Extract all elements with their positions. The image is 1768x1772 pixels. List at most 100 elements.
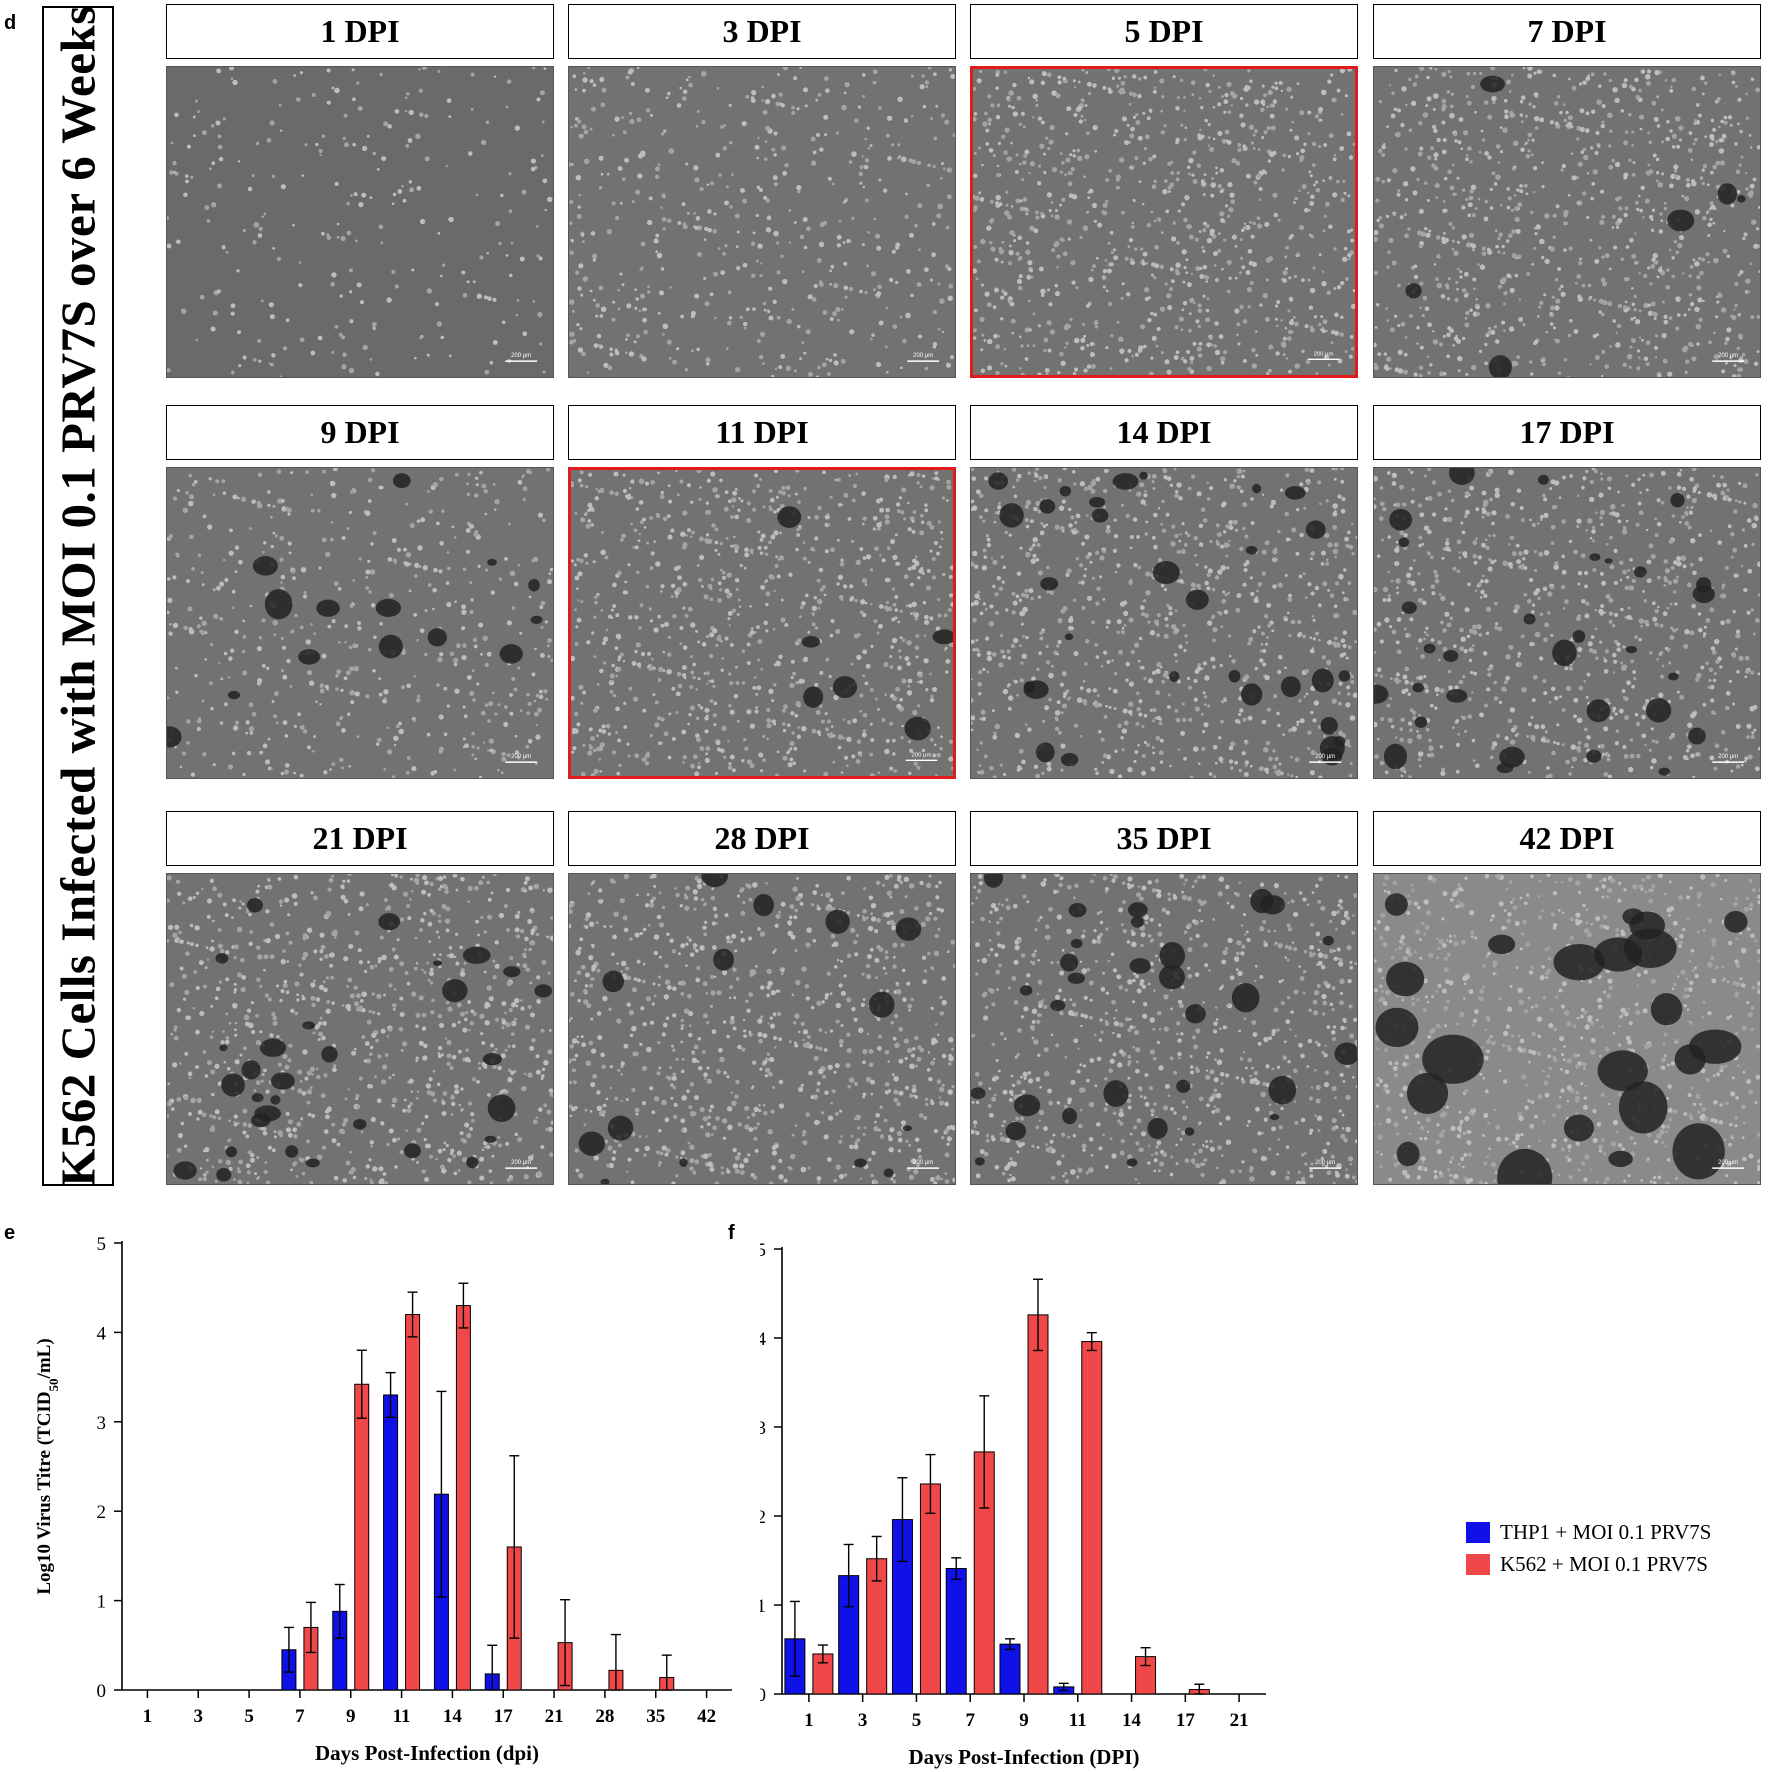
x-tick-label: 14	[443, 1706, 463, 1727]
y-tick-label: 0	[760, 1685, 766, 1706]
x-tick-label: 17	[494, 1706, 514, 1727]
vertical-title: K562 Cells Infected with MOI 0.1 PRV7S o…	[50, 5, 106, 1187]
micrograph-tile: 9 DPI 200 µm	[166, 405, 554, 779]
micrograph-tile: 14 DPI 200 µm	[970, 405, 1358, 779]
micrograph-label: 3 DPI	[568, 4, 956, 59]
scale-bar-text: 200 µm	[913, 353, 933, 359]
micrograph-label: 28 DPI	[568, 811, 956, 866]
x-axis-label: Days Post-Infection (DPI)	[909, 1745, 1140, 1769]
y-tick-label: 2	[760, 1507, 766, 1528]
micrograph-tile: 21 DPI 200 µm	[166, 811, 554, 1185]
scale-bar-text: 200 µm	[511, 1160, 531, 1166]
micrograph-label: 1 DPI	[166, 4, 554, 59]
x-tick-label: 35	[646, 1706, 665, 1727]
x-tick-label: 28	[595, 1706, 614, 1727]
y-tick-label: 4	[760, 1329, 767, 1350]
x-tick-label: 7	[965, 1710, 975, 1731]
scale-bar-text: 200 µm	[511, 353, 531, 359]
panel-e-label: e	[4, 1222, 16, 1244]
bar-k562	[1027, 1314, 1049, 1695]
legend-swatch-k562	[1466, 1553, 1490, 1575]
x-tick-label: 42	[697, 1706, 716, 1727]
micrograph-label: 5 DPI	[970, 4, 1358, 59]
micrograph-tile: 35 DPI 200 µm	[970, 811, 1358, 1185]
micrograph-tile: 5 DPI 200 µm	[970, 4, 1358, 378]
micrograph-label: 11 DPI	[568, 405, 956, 460]
micrograph-image: 200 µm	[166, 66, 554, 378]
y-tick-label: 4	[97, 1323, 107, 1344]
micrograph-tile: 42 DPI 200 µm	[1373, 811, 1761, 1185]
x-tick-label: 1	[804, 1710, 814, 1731]
y-tick-label: 2	[97, 1502, 107, 1523]
micrograph-image: 200 µm	[568, 873, 956, 1185]
x-tick-label: 1	[143, 1706, 153, 1727]
x-tick-label: 21	[545, 1706, 564, 1727]
bar-k562	[455, 1305, 471, 1691]
y-tick-label: 0	[97, 1681, 107, 1702]
legend-item-k562: K562 + MOI 0.1 PRV7S	[1466, 1548, 1711, 1580]
scale-bar-text: 200 µm	[1718, 1160, 1738, 1166]
y-tick-label: 5	[97, 1234, 107, 1255]
bar-thp1	[945, 1568, 967, 1695]
micrograph-image: 200 µm	[1373, 467, 1761, 779]
vertical-title-box: K562 Cells Infected with MOI 0.1 PRV7S o…	[42, 5, 114, 1187]
x-tick-label: 5	[244, 1706, 254, 1727]
micrograph-label: 35 DPI	[970, 811, 1358, 866]
micrograph-image: 200 µm	[970, 467, 1358, 779]
y-tick-label: 1	[97, 1592, 107, 1613]
x-tick-label: 11	[1069, 1710, 1087, 1731]
x-tick-label: 21	[1230, 1710, 1249, 1731]
scale-bar-text: 200 µm	[913, 1160, 933, 1166]
y-axis-label: Log10 Virus Titre (TCID50/mL)	[34, 1338, 61, 1594]
x-tick-label: 7	[295, 1706, 305, 1727]
scale-bar-text: 200 µm	[1315, 754, 1335, 760]
scale-bar-text: 200 µm	[1718, 353, 1738, 359]
x-tick-label: 3	[194, 1706, 204, 1727]
micrograph-label: 17 DPI	[1373, 405, 1761, 460]
micrograph-image: 200 µm	[970, 873, 1358, 1185]
bar-k562	[919, 1483, 941, 1695]
y-tick-label: 5	[760, 1240, 766, 1261]
bar-thp1	[383, 1394, 399, 1691]
bar-thp1	[999, 1643, 1021, 1695]
x-tick-label: 3	[858, 1710, 868, 1731]
scale-bar-text: 200 µm	[1718, 754, 1738, 760]
micrograph-label: 14 DPI	[970, 405, 1358, 460]
micrograph-label: 7 DPI	[1373, 4, 1761, 59]
y-tick-label: 3	[760, 1418, 766, 1439]
x-tick-label: 14	[1122, 1710, 1142, 1731]
micrograph-tile: 11 DPI 200 µm	[568, 405, 956, 779]
x-tick-label: 17	[1176, 1710, 1196, 1731]
y-tick-label: 1	[760, 1596, 766, 1617]
legend-label-k562: K562 + MOI 0.1 PRV7S	[1500, 1551, 1708, 1576]
legend-label-thp1: THP1 + MOI 0.1 PRV7S	[1500, 1519, 1712, 1544]
x-tick-label: 5	[912, 1710, 922, 1731]
scale-bar-text: 200 µm	[1314, 351, 1334, 357]
legend-swatch-thp1	[1466, 1521, 1490, 1543]
micrograph-label: 42 DPI	[1373, 811, 1761, 866]
y-tick-label: 3	[97, 1413, 107, 1434]
micrograph-tile: 17 DPI 200 µm	[1373, 405, 1761, 779]
micrograph-tile: 7 DPI 200 µm	[1373, 4, 1761, 378]
bar-k562	[405, 1314, 421, 1691]
micrograph-tile: 28 DPI 200 µm	[568, 811, 956, 1185]
x-tick-label: 9	[346, 1706, 356, 1727]
x-tick-label: 11	[393, 1706, 411, 1727]
micrograph-image: 200 µm	[166, 873, 554, 1185]
rna-bar-chart: 0 1 2 3 4 5 1 3 5 7 9 11 14 17 21 Days Post-Infection (…	[760, 1240, 1266, 1769]
scale-bar-text: 200 µm	[511, 754, 531, 760]
scale-bar-text: 200 µm	[912, 752, 932, 758]
legend-item-thp1: THP1 + MOI 0.1 PRV7S	[1466, 1516, 1711, 1548]
micrograph-label: 9 DPI	[166, 405, 554, 460]
micrograph-image: 200 µm	[568, 467, 956, 779]
panel-f-label: f	[728, 1222, 735, 1244]
micrograph-image: 200 µm	[970, 66, 1358, 378]
micrograph-image: 200 µm	[568, 66, 956, 378]
scale-bar-text: 200 µm	[1315, 1160, 1335, 1166]
bar-k562	[354, 1383, 370, 1691]
x-axis-label: Days Post-Infection (dpi)	[315, 1741, 539, 1765]
micrograph-tile: 3 DPI 200 µm	[568, 4, 956, 378]
micrograph-tile: 1 DPI 200 µm	[166, 4, 554, 378]
micrograph-image: 200 µm	[166, 467, 554, 779]
panel-d-label: d	[4, 12, 17, 34]
